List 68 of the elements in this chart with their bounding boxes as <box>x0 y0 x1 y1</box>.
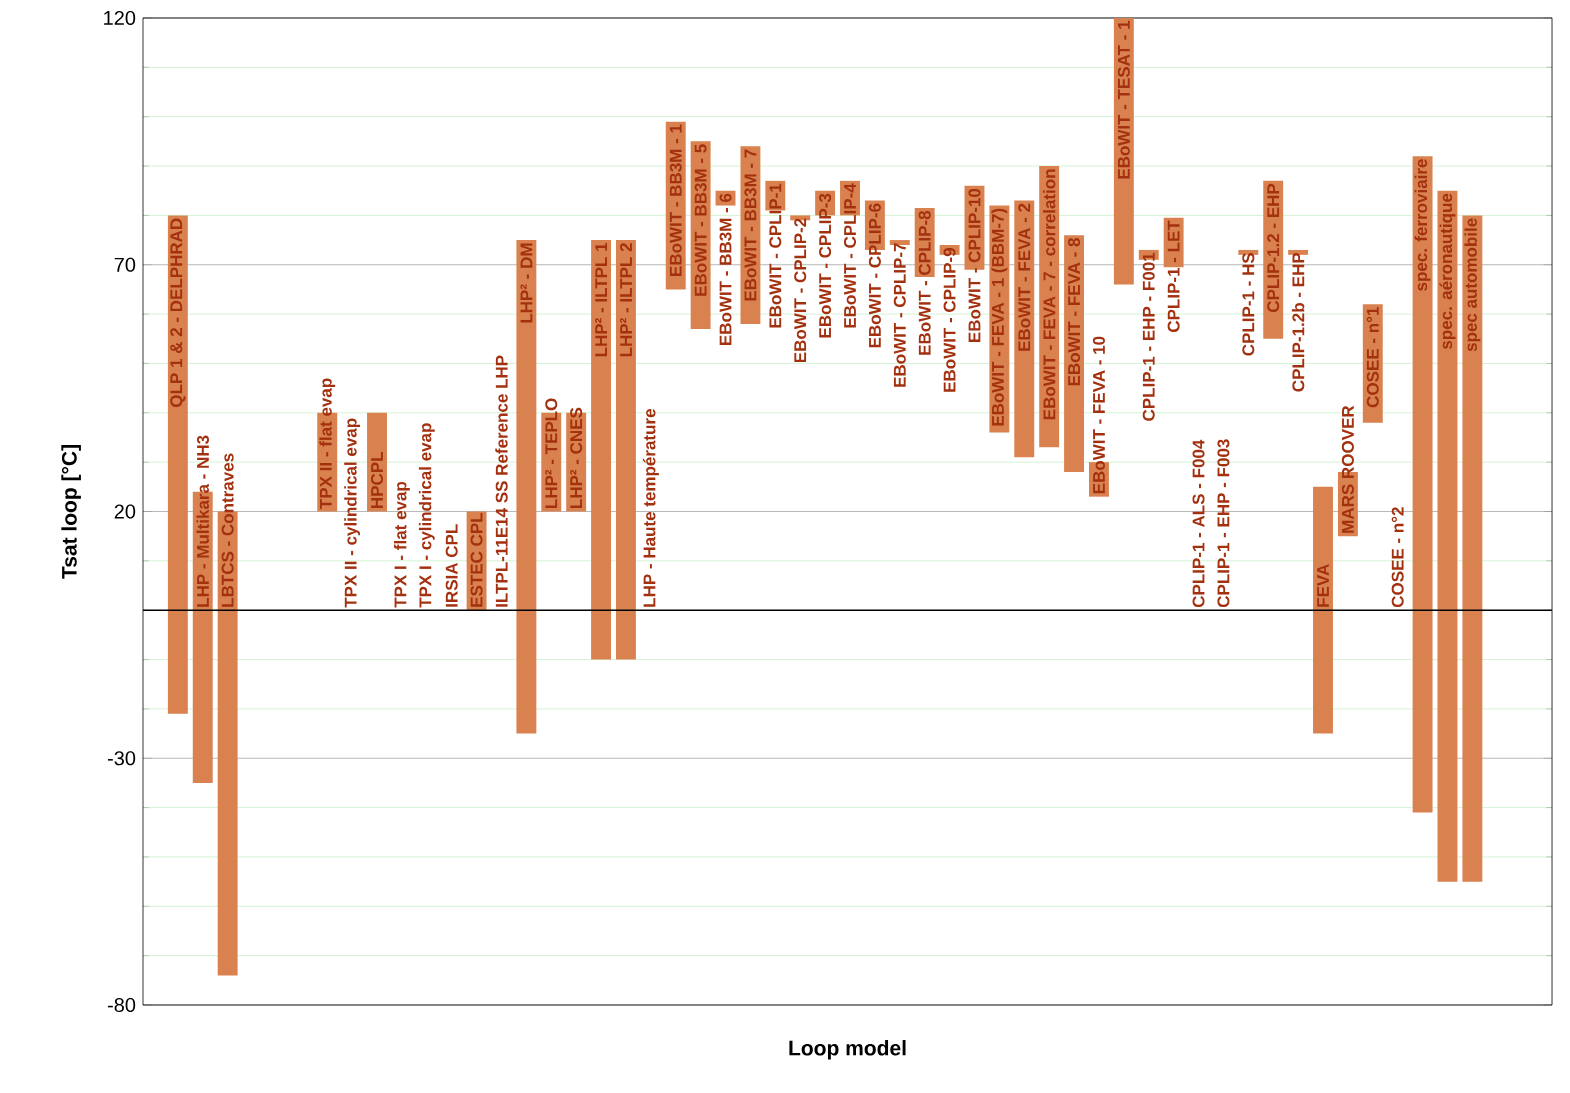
x-tick-label: CPLIP-1.2 - EHP <box>1267 183 1280 312</box>
x-tick-label: TPX II - flat evap <box>319 378 336 509</box>
bar <box>167 215 188 714</box>
bar <box>1313 486 1333 734</box>
x-tick-label: CPLIP-1.2b - EHP <box>1291 252 1305 392</box>
x-tick-label: EBoWIT - BB3M - 6 <box>719 193 732 345</box>
x-tick-label: TPX II - cylindrical evap <box>344 418 361 608</box>
x-tick-label: EBoWIT - FEVA - 8 <box>1068 238 1081 386</box>
x-tick-label: MARS ROOVER <box>1341 405 1354 533</box>
x-tick-label: CPLIP-1 - EHP - F003 <box>1217 439 1230 608</box>
x-tick-label: LHP² - CNES <box>570 407 583 508</box>
bar <box>591 240 612 660</box>
bar <box>1437 190 1458 882</box>
bar <box>615 240 636 660</box>
x-tick-label: CPLIP-1 - HS <box>1242 253 1255 356</box>
bar <box>1238 249 1259 255</box>
x-tick-label: EBoWIT - CPLIP-8 <box>918 210 931 355</box>
y-tick-label: 70 <box>114 257 136 272</box>
x-tick-label: LHP² - TEPLO <box>545 398 558 508</box>
bar <box>889 240 910 245</box>
x-tick-label: EBoWIT - CPLIP-6 <box>868 203 881 348</box>
x-tick-label: EBoWIT - FEVA - 7 - correlation <box>1042 169 1056 420</box>
x-tick-label: QLP 1 & 2 - DELPHRAD <box>170 218 186 407</box>
bar <box>1412 156 1433 813</box>
x-tick-label: EBoWIT - TESAT - 1 <box>1117 20 1130 179</box>
x-tick-label: spec. aéronautique <box>1439 193 1456 350</box>
x-tick-label: EBoWIT - CPLIP-1 <box>769 183 782 328</box>
x-tick-label: EBoWIT - FEVA - 1 (BBM-7) <box>991 208 1008 426</box>
x-tick-label: spec automobile <box>1464 218 1481 352</box>
x-axis-title: Loop model <box>789 1040 906 1060</box>
x-tick-label: LHP - Haute température <box>642 409 659 607</box>
x-tick-label: CPLIP-1 - EHP - F001 <box>1142 252 1155 421</box>
x-tick-label: EBoWIT - FEVA - 10 <box>1092 336 1105 494</box>
x-tick-label: ESTEC CPL <box>470 512 483 607</box>
y-tick-label: -80 <box>107 997 136 1013</box>
x-tick-label: ILTPL-11E14 SS Reference LHP <box>495 355 508 607</box>
x-tick-label: FEVA <box>1317 564 1329 607</box>
x-tick-label: IRSIA CPL <box>445 524 458 607</box>
x-tick-label: LHP² - ILTPL 2 <box>620 243 632 357</box>
x-tick-label: CPLIP-1 - ALS - F004 <box>1192 439 1205 608</box>
x-tick-label: EBoWIT - CPLIP-10 <box>968 188 981 342</box>
x-tick-label: EBoWIT - CPLIP-3 <box>819 193 832 338</box>
x-tick-label: COSEE - n°2 <box>1391 507 1404 608</box>
x-tick-label: EBoWIT - CPLIP-4 <box>843 183 857 328</box>
x-tick-label: EBoWIT - BB3M - 1 <box>669 124 682 276</box>
y-tick-label: -30 <box>107 751 136 766</box>
x-tick-label: HPCPL <box>370 451 384 508</box>
bar <box>1288 249 1309 255</box>
x-tick-label: TPX I - flat evap <box>393 481 410 608</box>
x-tick-label: EBoWIT - FEVA - 2 <box>1018 203 1031 351</box>
x-tick-label: LBTCS - Contraves <box>221 453 234 607</box>
bar <box>1462 215 1483 882</box>
y-tick-label: 120 <box>104 10 136 26</box>
bar <box>516 240 537 734</box>
x-tick-label: LHP² - DM <box>520 243 533 323</box>
x-tick-label: spec. ferroviaire <box>1414 159 1431 291</box>
y-axis-title: Tsat loop [°C] <box>61 445 81 579</box>
x-tick-label: EBoWIT - CPLIP-7 <box>893 243 906 387</box>
x-tick-label: COSEE - n°1 <box>1366 307 1379 408</box>
x-tick-label: CPLIP-1 - LET <box>1167 220 1180 332</box>
x-tick-label: TPX I - cylindrical evap <box>418 423 435 608</box>
x-tick-label: EBoWIT - BB3M - 7 <box>744 149 757 301</box>
x-tick-label: EBoWIT - BB3M - 5 <box>694 144 707 296</box>
x-tick-label: EBoWIT - CPLIP-9 <box>943 248 956 392</box>
x-tick-label: LHP² - ILTPL 1 <box>595 242 607 357</box>
y-tick-label: 20 <box>114 504 136 519</box>
x-tick-label: EBoWIT - CPLIP-2 <box>794 218 807 363</box>
x-tick-label: LHP - Multikara - NH3 <box>196 435 209 607</box>
